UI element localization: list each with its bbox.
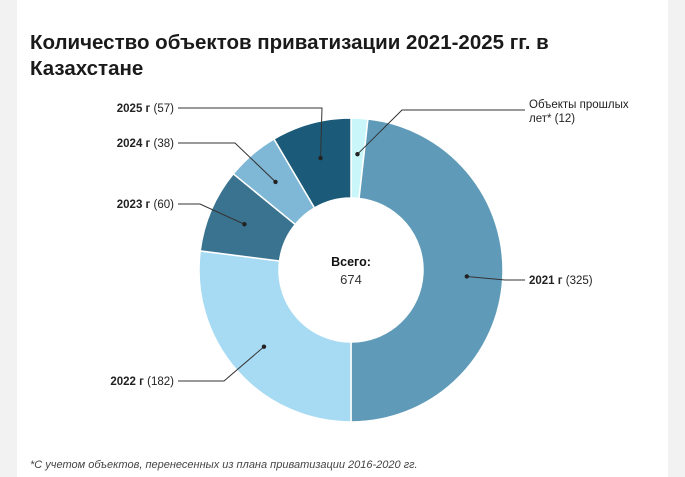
leader-dot bbox=[318, 155, 323, 161]
leader-line bbox=[178, 346, 265, 382]
donut-slice-2021 bbox=[350, 118, 504, 423]
footnote: *С учетом объектов, перенесенных из план… bbox=[30, 459, 418, 471]
leader-dot bbox=[273, 179, 278, 185]
slice-label: 2022 г (182) bbox=[110, 376, 174, 388]
donut-slice-2022 bbox=[198, 250, 352, 423]
center-total-label: Всего: bbox=[331, 255, 371, 269]
leader-line bbox=[357, 109, 525, 155]
slice-label: 2025 г (57) bbox=[117, 103, 174, 115]
slice-label: 2023 г (60) bbox=[117, 199, 174, 211]
leader-line bbox=[466, 275, 525, 281]
slice-label: 2024 г (38) bbox=[117, 138, 174, 150]
leader-dot bbox=[464, 274, 470, 279]
leader-dot bbox=[242, 222, 247, 227]
leader-dot bbox=[355, 151, 360, 157]
center-total-value: 674 bbox=[340, 272, 362, 287]
slice-label: Объекты прошлых лет* (12) bbox=[529, 99, 629, 125]
donut-slice-2025 bbox=[272, 117, 352, 209]
leader-line bbox=[178, 107, 323, 159]
slice-label: 2021 г (325) bbox=[529, 275, 593, 287]
leader-line bbox=[178, 203, 245, 225]
leader-line bbox=[178, 142, 276, 183]
leader-dot bbox=[261, 344, 267, 349]
chart-title: Количество объектов приватизации 2021-20… bbox=[30, 31, 549, 80]
